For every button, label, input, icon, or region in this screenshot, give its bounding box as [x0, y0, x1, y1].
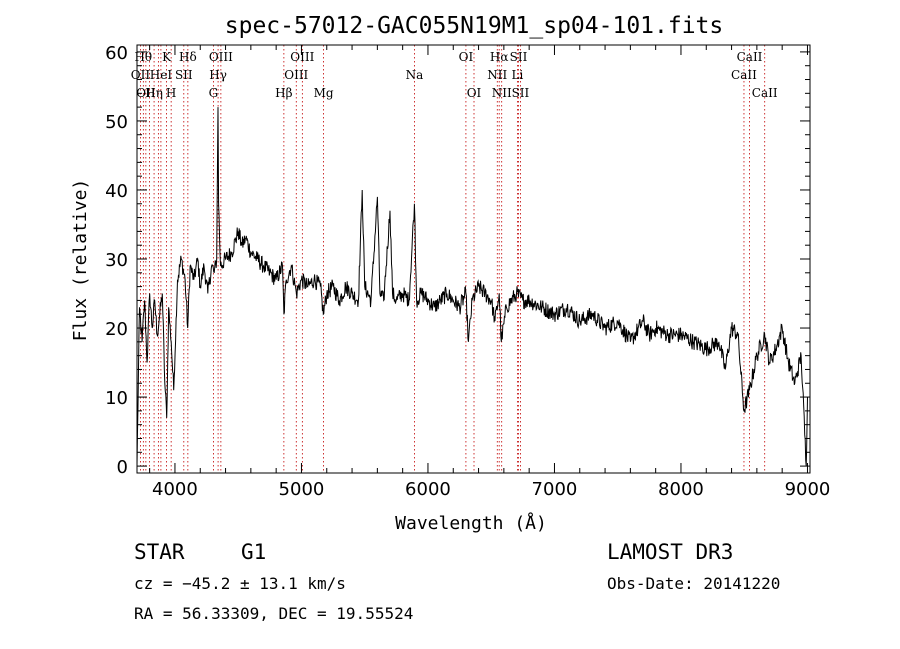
spectral-line-label: Hη [145, 86, 163, 100]
spectral-line-label: OIII [284, 68, 308, 82]
spectral-line-label: CaII [737, 50, 763, 64]
spectral-line-label: OII [131, 68, 151, 82]
spectral-line-labels: OIIHθOIIHηHeIKHSIIHδGHγOIIIHβOIIIOIIIMgN… [131, 50, 778, 100]
redshift-cz: cz = −45.2 ± 13.1 km/s [134, 574, 346, 593]
spectral-line-label: SII [510, 50, 528, 64]
obs-date: Obs-Date: 20141220 [607, 574, 781, 593]
y-tick-label: 20 [105, 319, 128, 340]
spectral-line-label: Mg [314, 86, 334, 100]
spectral-line-label: NII [492, 86, 512, 100]
y-axis: 0 10 20 30 40 50 60 [105, 43, 810, 478]
x-axis: 4000 5000 6000 7000 8000 9000 [149, 45, 831, 500]
spectral-line-label: OI [467, 86, 482, 100]
spectral-line-label: CaII [731, 68, 757, 82]
spectral-line-label: H [166, 86, 176, 100]
x-tick-label: 5000 [279, 479, 325, 500]
x-tick-label: 7000 [532, 479, 578, 500]
x-tick-label: 9000 [785, 479, 831, 500]
chart-title: spec-57012-GAC055N19M1_sp04-101.fits [225, 13, 724, 39]
ra-dec: RA = 56.33309, DEC = 19.55524 [134, 604, 414, 623]
spectral-line-label: OIII [209, 50, 233, 64]
spectral-line-label: Hθ [134, 50, 152, 64]
spectral-line-label: SII [175, 68, 193, 82]
y-axis-label: Flux (relative) [70, 179, 91, 342]
spectral-line-label: K [162, 50, 172, 64]
flux-line [136, 107, 808, 467]
plot-frame [136, 44, 811, 474]
spectral-line-label: CaII [752, 86, 778, 100]
y-tick-label: 10 [105, 388, 128, 409]
spectral-line-label: Hβ [275, 86, 292, 100]
spectral-line-label: OII [136, 86, 156, 100]
spectral-line-label: Hδ [179, 50, 197, 64]
spectral-line-label: HeI [150, 68, 173, 82]
object-class: STAR [134, 540, 185, 564]
spectral-line-label: Na [406, 68, 424, 82]
spectral-line-label: Li [511, 68, 523, 82]
spectral-line-label: NII [487, 68, 507, 82]
x-tick-label: 8000 [658, 479, 704, 500]
spectral-line-label: Hα [490, 50, 509, 64]
y-tick-label: 30 [105, 250, 128, 271]
y-tick-label: 0 [117, 457, 128, 478]
spectral-line-label: Hγ [209, 68, 227, 82]
x-tick-label: 4000 [152, 479, 198, 500]
spectral-line-markers [140, 45, 766, 473]
spectral-line-label: SII [512, 86, 530, 100]
spectral-line-label: G [209, 86, 219, 100]
y-tick-label: 40 [105, 181, 128, 202]
x-tick-label: 6000 [405, 479, 451, 500]
spectral-line-label: OIII [290, 50, 314, 64]
object-subclass: G1 [241, 540, 267, 564]
flux-series [136, 107, 808, 467]
x-axis-label: Wavelength (Å) [395, 512, 547, 534]
y-tick-label: 60 [105, 43, 128, 64]
spectral-line-label: OI [459, 50, 474, 64]
y-tick-label: 50 [105, 112, 128, 133]
survey-name: LAMOST DR3 [607, 540, 734, 564]
